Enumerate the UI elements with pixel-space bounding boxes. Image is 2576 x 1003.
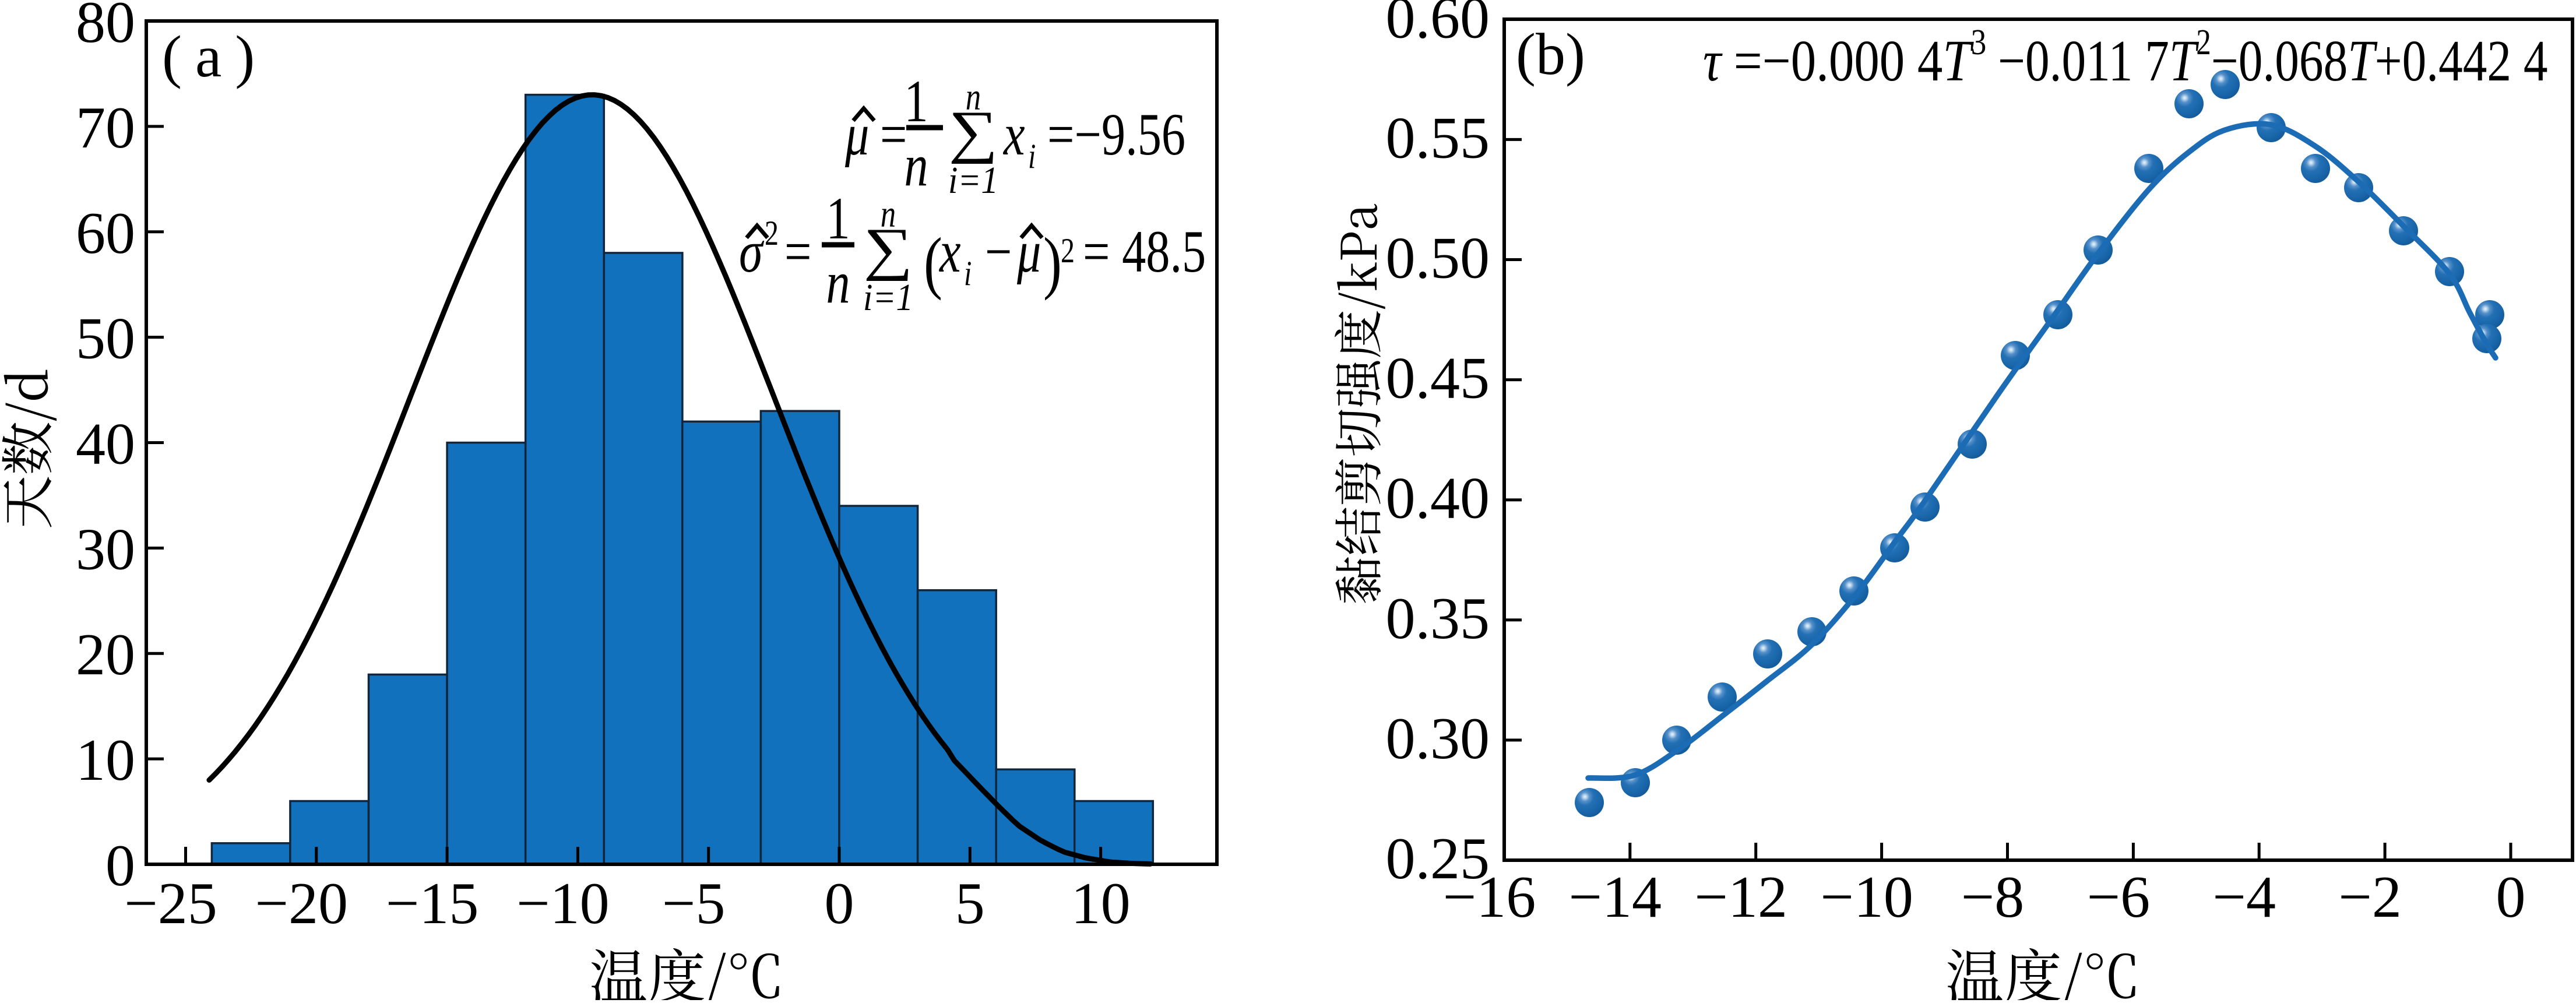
svg-text:20: 20	[76, 622, 135, 688]
svg-text:∑: ∑	[949, 99, 998, 164]
svg-text:x: x	[1002, 101, 1025, 168]
svg-text:0.40: 0.40	[1386, 466, 1490, 532]
svg-text:10: 10	[76, 727, 135, 793]
svg-text:0.45: 0.45	[1386, 346, 1490, 411]
svg-text:i: i	[1028, 137, 1036, 175]
svg-text:−10: −10	[1820, 864, 1913, 930]
svg-text:0.30: 0.30	[1386, 706, 1490, 772]
svg-text:=: =	[784, 219, 811, 285]
svg-text:40: 40	[76, 411, 135, 477]
svg-text:n: n	[966, 75, 981, 118]
svg-text:−16: −16	[1443, 864, 1536, 930]
svg-text:5: 5	[955, 871, 985, 937]
svg-text:= 48.5: = 48.5	[1083, 219, 1206, 285]
svg-text:1: 1	[826, 185, 850, 252]
svg-text:i=1: i=1	[948, 159, 998, 202]
svg-text:30: 30	[76, 516, 135, 582]
svg-text:i: i	[964, 254, 972, 293]
svg-text:n: n	[826, 249, 850, 316]
svg-text:−5: −5	[662, 871, 726, 937]
svg-text:50: 50	[76, 306, 135, 372]
svg-text:10: 10	[1071, 871, 1131, 937]
svg-text:0.60: 0.60	[1386, 0, 1490, 51]
svg-text:70: 70	[76, 95, 135, 161]
svg-text:1: 1	[904, 68, 928, 135]
svg-text:x: x	[938, 219, 960, 285]
svg-text:0: 0	[825, 871, 854, 937]
svg-text:−4: −4	[2212, 864, 2276, 930]
svg-text:(: (	[924, 223, 942, 301]
svg-text:−12: −12	[1694, 864, 1787, 930]
svg-text:0.55: 0.55	[1386, 105, 1490, 171]
svg-text:(b): (b)	[1516, 22, 1585, 87]
svg-text:80: 80	[76, 0, 135, 55]
svg-text:2: 2	[765, 214, 779, 252]
svg-text:0.35: 0.35	[1386, 586, 1490, 652]
svg-text:2: 2	[1061, 231, 1075, 270]
svg-text:−2: −2	[2338, 864, 2402, 930]
svg-text:): )	[1043, 223, 1062, 301]
svg-text:−15: −15	[386, 871, 479, 937]
svg-text:i=1: i=1	[863, 276, 913, 319]
svg-text:−10: −10	[516, 871, 610, 937]
svg-text:−14: −14	[1569, 864, 1662, 930]
svg-text:−20: −20	[255, 871, 349, 937]
svg-text:(a): (a)	[162, 24, 268, 90]
svg-text:−8: −8	[1961, 864, 2025, 930]
svg-text:0: 0	[2496, 864, 2526, 930]
svg-text:0: 0	[105, 833, 135, 899]
svg-text:0.25: 0.25	[1386, 826, 1490, 892]
svg-text:60: 60	[76, 200, 135, 266]
svg-text:n: n	[904, 132, 928, 199]
svg-text:−: −	[985, 219, 1012, 285]
svg-text:=−9.56: =−9.56	[1047, 101, 1185, 168]
svg-text:−25: −25	[124, 871, 217, 937]
svg-text:τ =−0.000 4T3: τ =−0.000 4T3	[1703, 22, 1986, 93]
svg-text:−6: −6	[2087, 864, 2151, 930]
svg-text:−0.011 7T2−0.068T+0.442 4: −0.011 7T2−0.068T+0.442 4	[1998, 22, 2548, 93]
svg-text:n: n	[881, 192, 896, 235]
svg-text:=: =	[880, 101, 907, 168]
svg-text:0.50: 0.50	[1386, 226, 1490, 291]
svg-text:∑: ∑	[864, 216, 913, 281]
